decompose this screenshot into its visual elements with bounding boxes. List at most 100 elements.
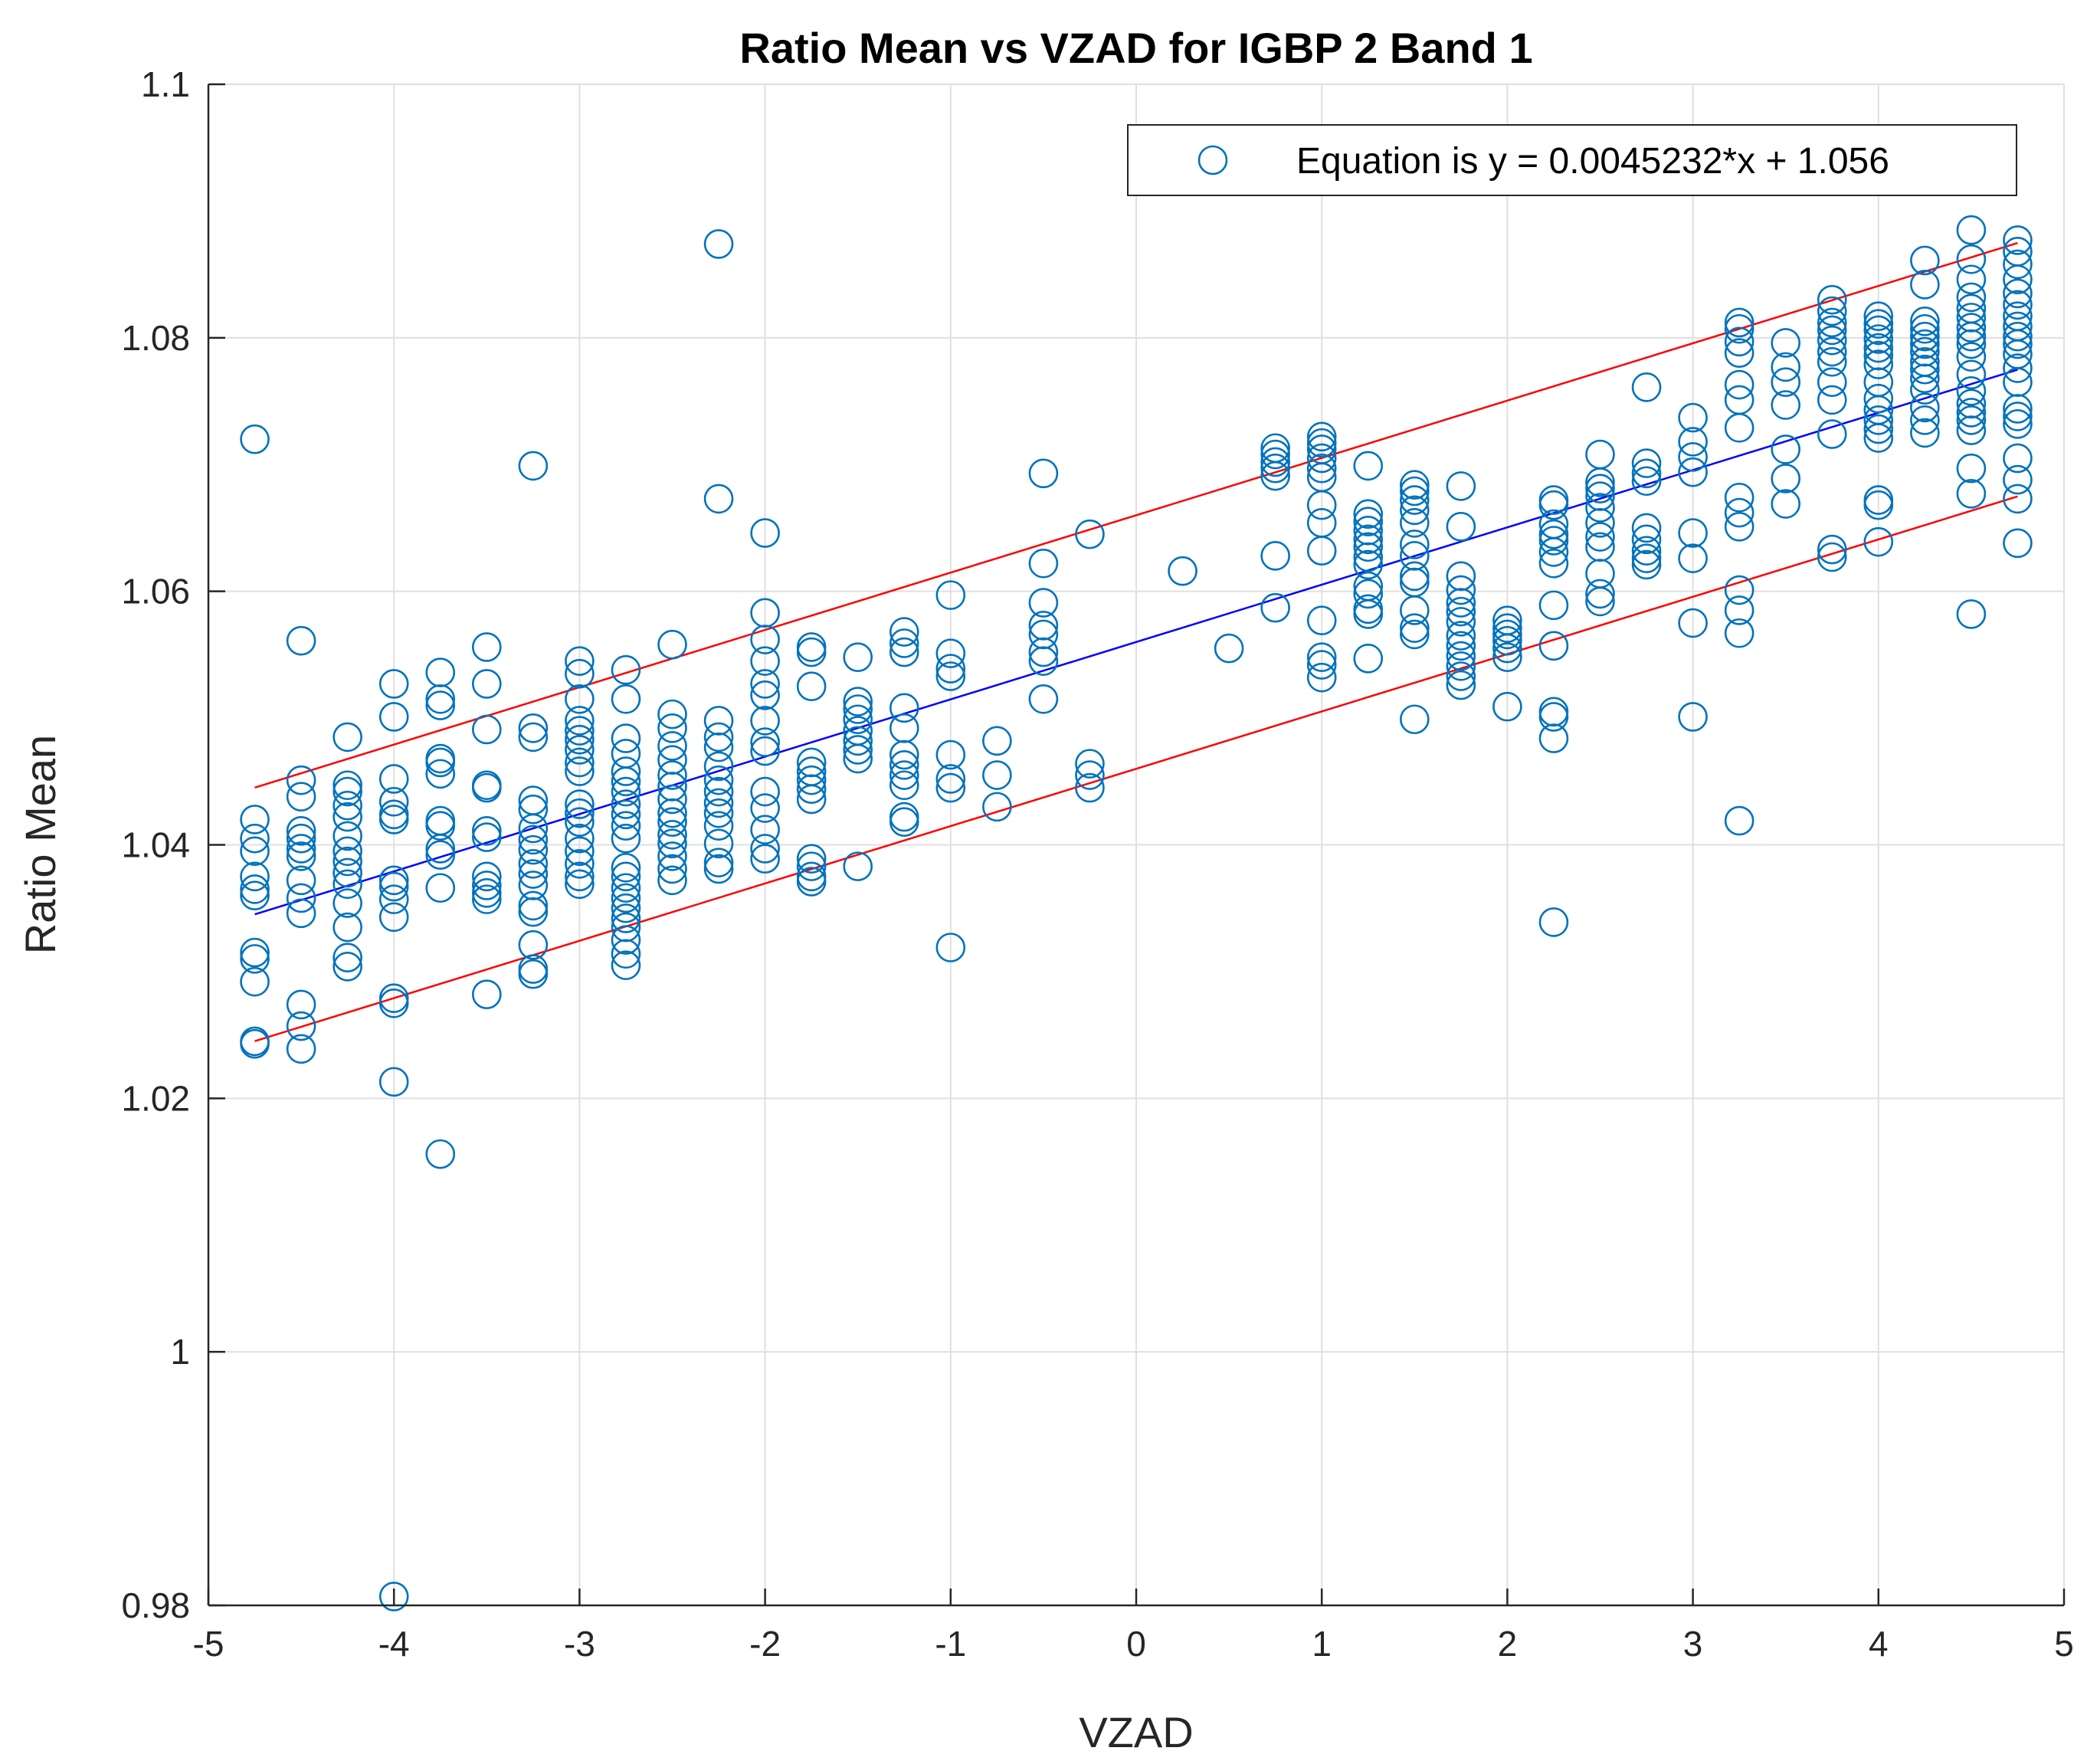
data-point <box>611 861 641 892</box>
data-point <box>1863 383 1894 414</box>
data-point <box>1446 575 1476 605</box>
data-point <box>565 789 595 819</box>
data-point <box>471 632 502 662</box>
data-point <box>657 760 687 790</box>
data-point <box>611 684 641 714</box>
data-point <box>1538 907 1569 937</box>
data-point <box>1956 599 1987 629</box>
fit-line <box>254 369 2018 916</box>
data-point <box>240 944 270 974</box>
data-point <box>1724 618 1754 648</box>
data-point <box>1956 313 1987 343</box>
data-point <box>1678 457 1708 487</box>
data-point <box>333 952 362 982</box>
data-point <box>611 789 641 819</box>
data-point <box>889 749 919 780</box>
data-point <box>1214 633 1244 664</box>
data-point <box>657 819 687 850</box>
data-point <box>240 836 270 867</box>
data-point <box>1353 524 1384 555</box>
data-point <box>240 937 270 968</box>
data-point <box>1400 530 1430 559</box>
data-point <box>378 884 409 914</box>
data-point <box>1956 453 1987 484</box>
data-point <box>1771 352 1800 382</box>
data-point <box>1910 363 1940 394</box>
data-point <box>1306 650 1337 680</box>
data-point <box>240 424 270 454</box>
data-point <box>796 774 827 805</box>
data-point <box>1817 385 1847 415</box>
data-point <box>1400 704 1430 735</box>
data-point <box>1956 215 1987 245</box>
data-point <box>333 722 362 752</box>
data-point <box>843 704 873 735</box>
data-point <box>518 849 549 879</box>
data-point <box>703 788 734 818</box>
data-point <box>1538 631 1569 661</box>
y-tick-label: 1 <box>170 1332 190 1372</box>
data-point <box>935 580 966 610</box>
data-point <box>1538 702 1569 732</box>
x-tick-label: -3 <box>564 1624 595 1664</box>
data-point <box>1817 534 1847 565</box>
data-point <box>333 802 362 832</box>
data-point <box>750 646 780 676</box>
data-point <box>565 756 595 786</box>
data-point <box>1910 270 1940 300</box>
data-point <box>565 646 595 676</box>
data-point <box>425 690 456 720</box>
data-point <box>1446 471 1476 501</box>
data-point <box>1910 329 1940 359</box>
data-point <box>657 713 687 743</box>
data-point <box>471 861 502 892</box>
data-point <box>425 759 456 789</box>
data-point <box>889 628 919 658</box>
x-tick-label: 0 <box>1126 1624 1146 1664</box>
data-point <box>1863 414 1894 444</box>
data-point <box>1028 458 1059 489</box>
data-point <box>982 726 1012 756</box>
data-point <box>657 731 687 761</box>
data-point <box>240 1028 270 1059</box>
data-point <box>1910 405 1940 435</box>
data-point <box>565 658 595 689</box>
chart-title: Ratio Mean vs VZAD for IGBP 2 Band 1 <box>739 24 1532 72</box>
data-point <box>1353 542 1384 572</box>
data-point <box>565 747 595 778</box>
data-point <box>1678 702 1708 732</box>
data-point <box>611 925 641 955</box>
data-point <box>703 229 734 259</box>
data-point <box>1028 588 1059 618</box>
data-point <box>1817 325 1847 356</box>
data-point <box>286 834 316 864</box>
data-point <box>333 836 362 867</box>
data-point <box>796 844 827 874</box>
data-point <box>2003 290 2033 320</box>
data-point <box>935 739 966 770</box>
x-tick-label: -2 <box>749 1624 781 1664</box>
data-point <box>1817 336 1847 367</box>
data-point <box>1353 599 1384 629</box>
data-point <box>378 865 409 896</box>
data-point <box>1771 367 1800 398</box>
data-point <box>1863 405 1894 435</box>
data-point <box>935 933 966 962</box>
data-point <box>2003 249 2033 280</box>
data-point <box>565 849 595 879</box>
data-point <box>657 865 687 896</box>
data-point <box>1956 405 1987 435</box>
data-point <box>565 798 595 828</box>
legend-marker-icon <box>1197 145 1228 175</box>
data-point <box>657 841 687 871</box>
y-tick-label: 1.06 <box>121 572 190 611</box>
legend: Equation is y = 0.0045232*x + 1.056 <box>1127 124 2017 196</box>
data-point <box>1492 691 1522 722</box>
data-point <box>1817 315 1847 346</box>
data-point <box>1910 313 1940 344</box>
data-point <box>1585 474 1615 503</box>
data-point <box>1863 324 1894 354</box>
data-point <box>1168 556 1197 586</box>
data-point <box>1028 684 1059 714</box>
data-point <box>1771 489 1800 519</box>
